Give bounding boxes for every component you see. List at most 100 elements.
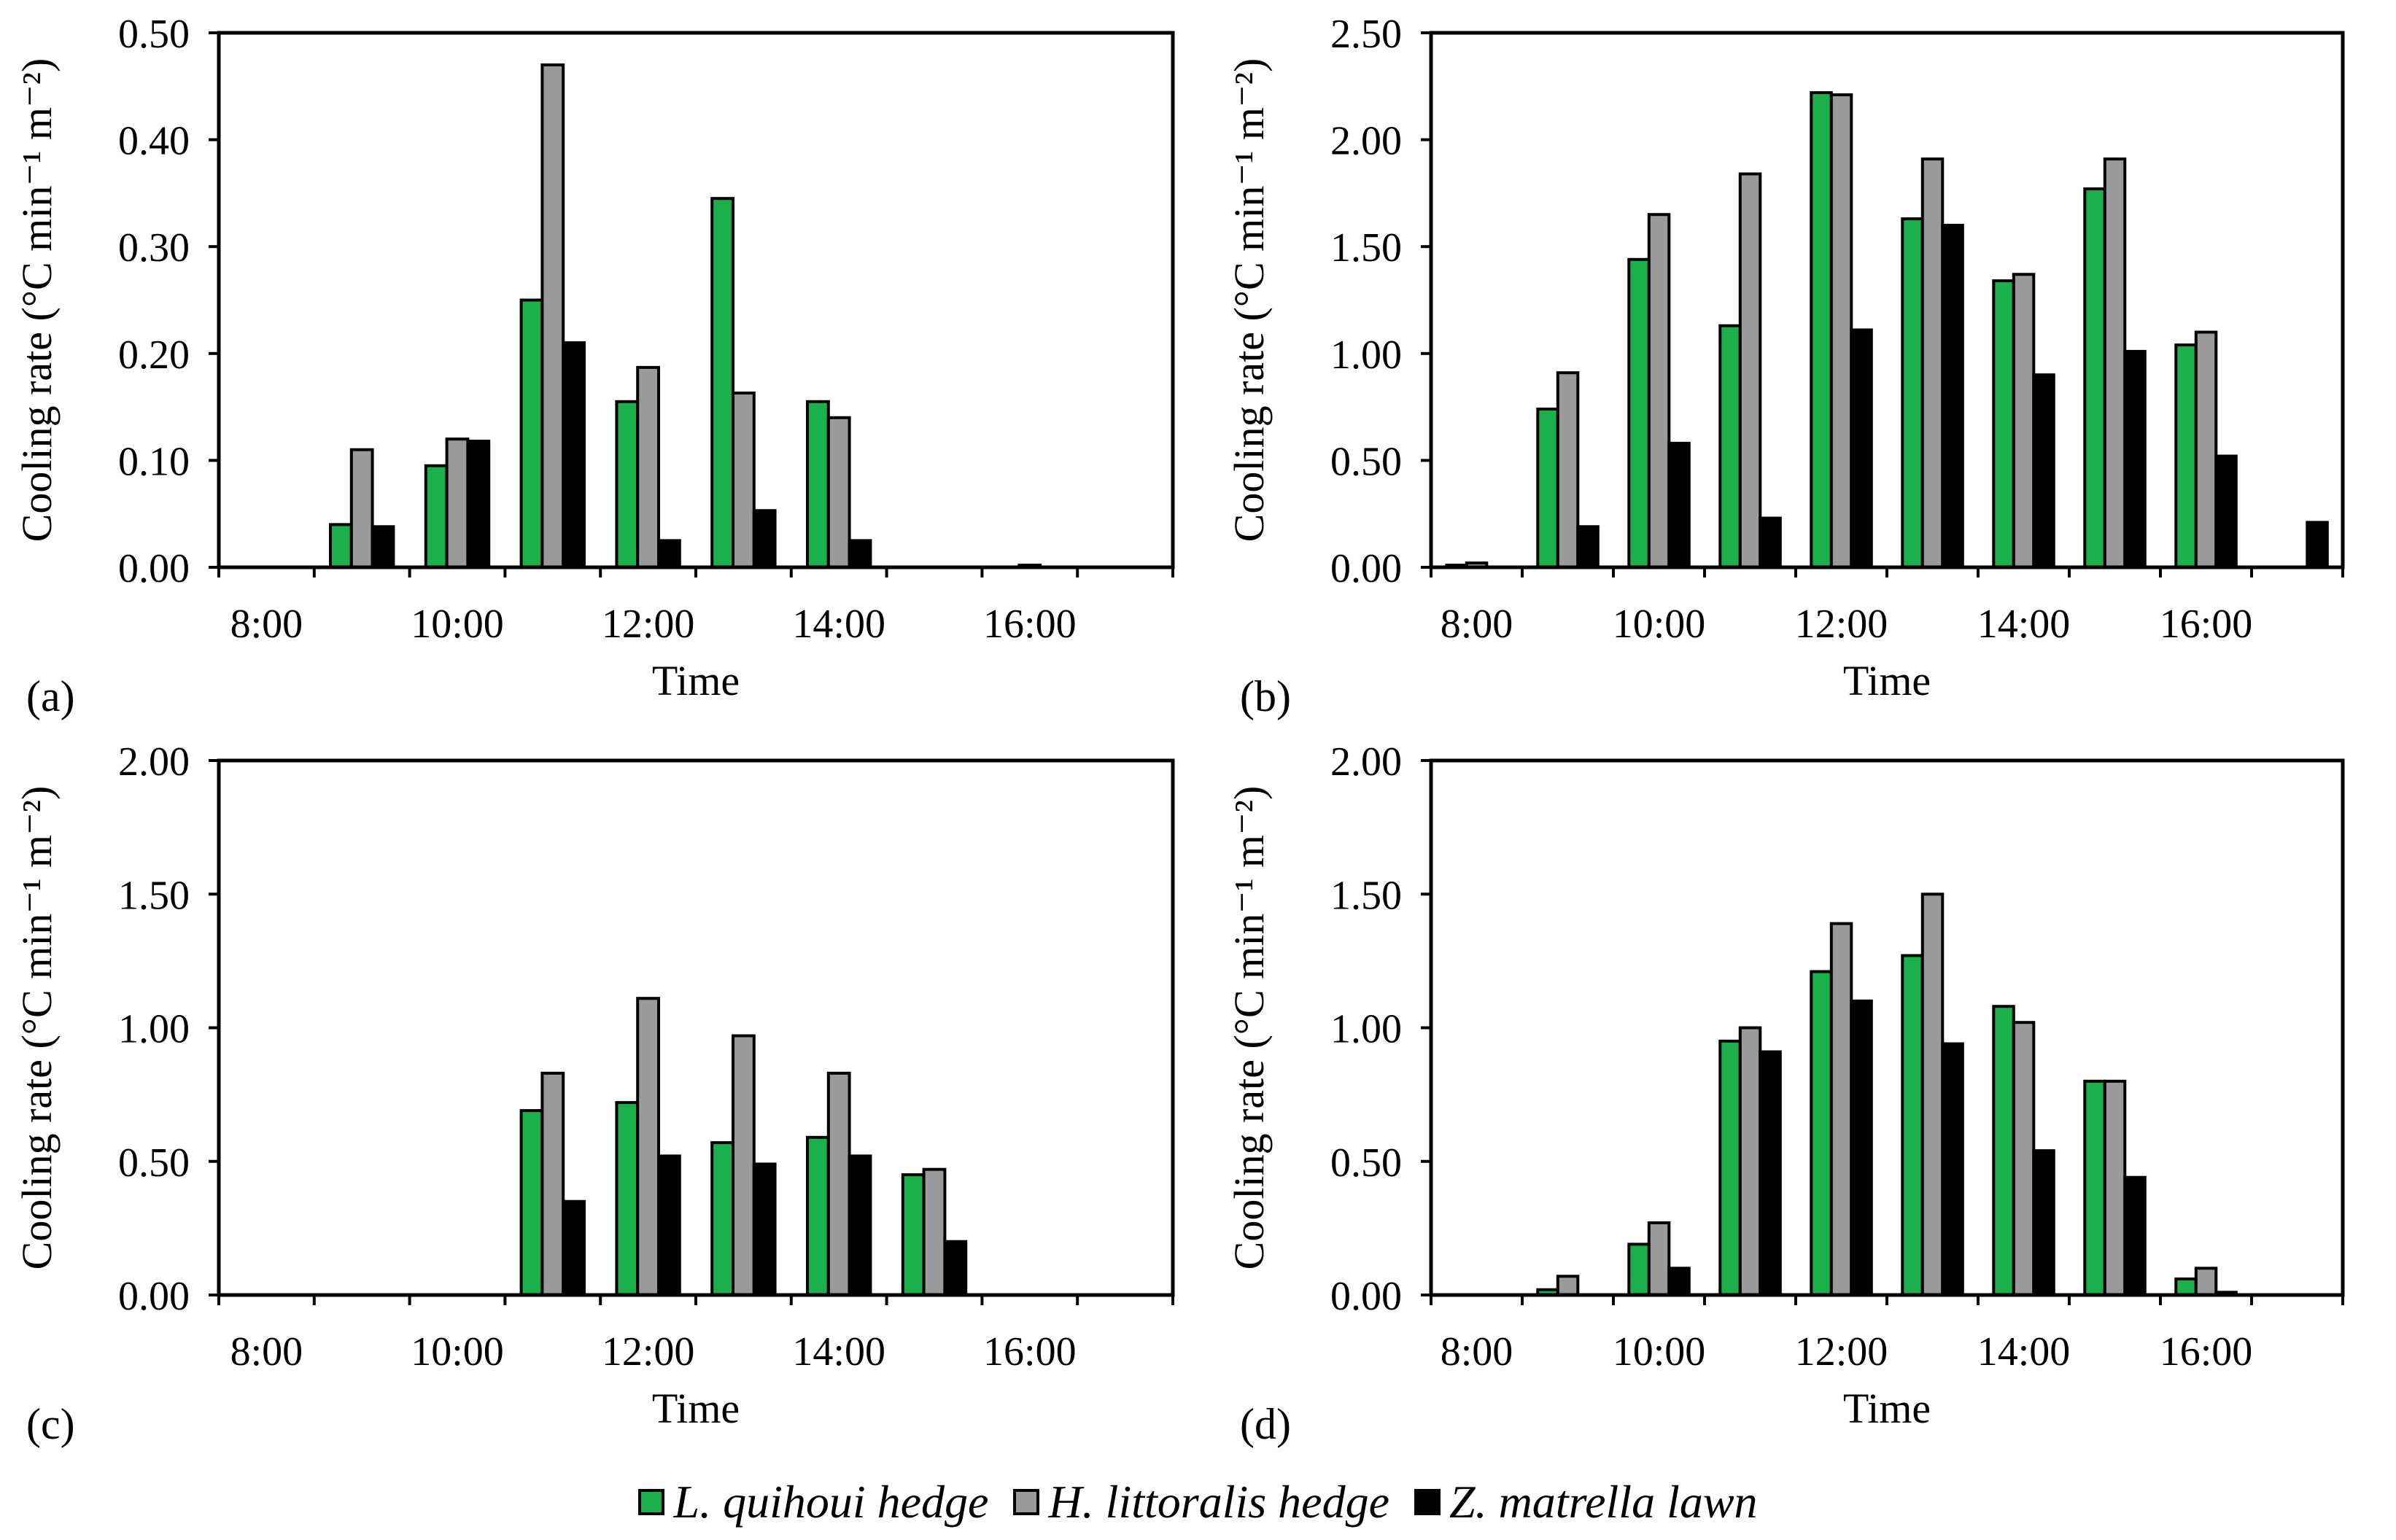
bar	[2194, 1267, 2218, 1296]
y-axis-title: Cooling rate (°C min⁻¹ m⁻²)	[1225, 786, 1273, 1270]
y-tick-label: 0.00	[118, 546, 190, 591]
y-axis-title: Cooling rate (°C min⁻¹ m⁻²)	[13, 58, 61, 542]
x-tick-label: 16:00	[983, 1329, 1077, 1374]
y-tick-label: 1.50	[1330, 873, 1402, 918]
plot-frame	[217, 758, 1175, 1297]
y-tick-label: 0.50	[118, 1140, 190, 1186]
bar	[732, 1034, 756, 1296]
panel-label: (b)	[1240, 672, 1291, 720]
legend-item-z-matrella: Z. matrella lawn	[1414, 1475, 1758, 1529]
y-tick-label: 2.00	[1330, 739, 1402, 785]
bar	[2012, 1021, 2036, 1296]
chart-panel-a: 0.00 0.10 0.20 0.30 0.40 0.50 8:00 10:00 12:00 14…	[13, 12, 1175, 720]
x-tick-label: 8:00	[1441, 1329, 1513, 1374]
x-tick-label: 12:00	[1795, 602, 1888, 647]
y-tick-label: 0.50	[1330, 439, 1402, 484]
bar	[2032, 1149, 2055, 1296]
bar	[562, 1199, 586, 1296]
bar	[2083, 187, 2106, 569]
bar	[1829, 93, 1853, 569]
bar	[710, 1141, 735, 1296]
bar	[657, 1154, 681, 1297]
panel-label: (a)	[26, 672, 75, 720]
legend: L. quihoui hedge H. littoralis hedge Z. …	[0, 1466, 2396, 1539]
x-tick-label: 14:00	[1977, 1329, 2071, 1374]
bar	[2103, 158, 2127, 569]
bar	[2214, 454, 2238, 569]
x-axis-title: Time	[652, 1385, 740, 1432]
x-axis-title: Time	[1843, 1385, 1931, 1432]
bar	[1901, 217, 1924, 569]
y-tick-label: 2.50	[1330, 12, 1402, 57]
y-tick-label: 2.00	[1330, 119, 1402, 164]
legend-label: L. quihoui hedge	[673, 1476, 989, 1528]
bar	[657, 539, 681, 569]
legend-swatch-black	[1414, 1489, 1441, 1515]
chart-panel-d: 0.00 0.50 1.00 1.50 2.00 8:00 10:00 12:00 14:00 1…	[1225, 739, 2345, 1448]
bar	[826, 1071, 851, 1297]
y-tick-label: 0.00	[1330, 1274, 1402, 1319]
legend-swatch-green	[638, 1489, 665, 1515]
bar	[901, 1173, 926, 1296]
x-tick-label: 10:00	[411, 1329, 504, 1374]
x-tick-label: 12:00	[1795, 1329, 1888, 1374]
x-tick-label: 10:00	[1613, 1329, 1706, 1374]
bar	[2012, 273, 2036, 569]
y-tick-label: 0.10	[118, 439, 190, 484]
bar	[752, 1162, 777, 1297]
bar	[466, 440, 491, 569]
bar	[2306, 521, 2329, 569]
y-tick-label: 1.00	[1330, 1007, 1402, 1052]
bar	[2103, 1079, 2127, 1297]
bar	[562, 341, 586, 569]
bar	[922, 1167, 947, 1296]
bar	[1718, 1039, 1742, 1297]
y-tick-label: 0.50	[118, 12, 190, 57]
bar	[1576, 525, 1600, 569]
x-tick-label: 8:00	[230, 1329, 303, 1374]
x-tick-label: 12:00	[602, 1329, 695, 1374]
bar	[445, 438, 470, 569]
bar	[1627, 257, 1651, 569]
x-tick-label: 16:00	[2160, 602, 2253, 647]
chart-panel-c: 0.00 0.50 1.00 1.50 2.00 8:00 10:00 12:00 14:00 1…	[13, 739, 1175, 1448]
bar	[1941, 1042, 1964, 1296]
bar	[1536, 408, 1559, 569]
y-tick-label: 1.00	[1330, 332, 1402, 378]
x-tick-label: 10:00	[411, 602, 504, 647]
bar	[636, 997, 661, 1296]
bar	[1556, 1275, 1580, 1297]
bar	[540, 63, 565, 569]
bar	[848, 1154, 872, 1297]
bar	[1829, 922, 1853, 1296]
bar	[2174, 343, 2198, 569]
bar	[1647, 213, 1671, 569]
y-tick-label: 1.00	[118, 1007, 190, 1052]
bar	[1941, 223, 1964, 569]
x-tick-label: 16:00	[983, 602, 1077, 647]
x-tick-label: 16:00	[2160, 1329, 2253, 1374]
y-tick-label: 1.50	[1330, 225, 1402, 271]
bar	[2123, 1175, 2147, 1296]
legend-item-l-quihoui: L. quihoui hedge	[638, 1475, 988, 1529]
legend-swatch-gray	[1013, 1489, 1040, 1515]
x-tick-label: 8:00	[230, 602, 303, 647]
bar	[1850, 999, 1873, 1297]
bar	[1759, 516, 1782, 569]
bar	[1738, 172, 1762, 569]
bar	[1627, 1242, 1651, 1297]
plot-frame	[1429, 758, 2345, 1297]
y-axis-title: Cooling rate (°C min⁻¹ m⁻²)	[13, 786, 61, 1270]
bar	[732, 392, 756, 569]
bar	[826, 416, 851, 569]
y-tick-label: 0.00	[1330, 546, 1402, 591]
bar	[1810, 91, 1833, 569]
y-tick-label: 1.50	[118, 873, 190, 918]
bar	[371, 525, 395, 569]
bar	[1759, 1050, 1782, 1296]
x-tick-label: 8:00	[1441, 602, 1513, 647]
panel-label: (c)	[26, 1400, 75, 1448]
bar	[1992, 279, 2015, 569]
bar	[1647, 1221, 1671, 1296]
